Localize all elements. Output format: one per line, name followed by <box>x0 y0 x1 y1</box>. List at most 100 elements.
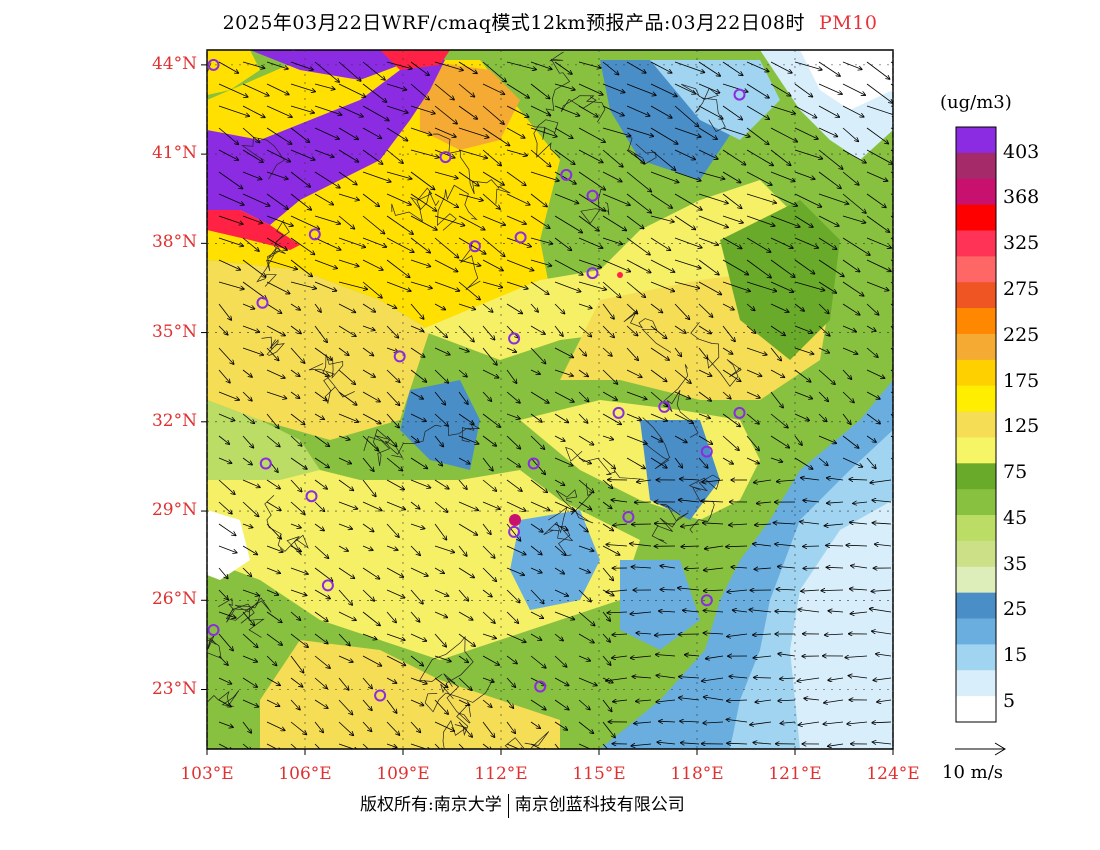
wind-arrow <box>362 721 372 731</box>
wind-arrow <box>877 700 892 702</box>
wind-arrow <box>626 193 651 213</box>
wind-arrow <box>242 193 270 206</box>
station-marker <box>374 689 387 702</box>
wind-arrow <box>458 127 489 138</box>
wind-arrow <box>866 457 876 468</box>
colorbar-swatch <box>956 592 996 620</box>
wind-arrow <box>386 743 397 748</box>
wind-arrow <box>458 171 479 186</box>
wind-arrow <box>290 567 308 574</box>
wind-arrow <box>722 215 743 223</box>
wind-arrow <box>218 545 237 553</box>
wind-arrow <box>242 369 252 377</box>
wind-arrow <box>314 237 341 250</box>
wind-arrow <box>746 347 767 355</box>
wind-arrow <box>722 281 750 291</box>
wind-arrow <box>727 719 748 723</box>
wind-arrow <box>750 721 772 725</box>
wind-arrow <box>554 105 579 116</box>
colorbar-frame <box>955 126 997 723</box>
wind-arrow <box>266 61 288 69</box>
wind-arrow <box>338 633 350 646</box>
wind-arrow <box>825 634 844 635</box>
wind-arrow <box>890 61 893 64</box>
wind-arrow <box>698 215 728 227</box>
wind-arrow <box>890 193 893 196</box>
wind-arrow <box>218 435 229 444</box>
wind-arrow <box>506 545 526 555</box>
lat-label: 29°N <box>151 500 197 521</box>
wind-arrow <box>266 655 277 665</box>
wind-arrow <box>482 699 492 707</box>
wind-arrow <box>866 215 889 232</box>
wind-arrow <box>242 677 257 687</box>
wind-arrow <box>612 634 628 635</box>
wind-arrow <box>818 413 827 421</box>
wind-arrow <box>482 611 495 623</box>
wind-arrow <box>266 347 279 360</box>
wind-arrow <box>722 61 743 75</box>
wind-arrow <box>506 171 526 185</box>
wind-arrow <box>630 612 652 614</box>
wind-arrow <box>722 413 740 427</box>
wind-arrow <box>314 545 329 558</box>
wind-arrow <box>482 325 495 340</box>
wind-arrow <box>242 281 266 299</box>
lon-label: 109°E <box>376 764 430 784</box>
wind-arrow <box>842 259 860 272</box>
colorbar-label: 325 <box>1003 232 1040 254</box>
wind-arrow <box>866 149 893 164</box>
wind-arrow <box>554 501 575 511</box>
wind-arrow <box>434 83 454 100</box>
wind-arrow <box>218 149 238 160</box>
boundary-line <box>424 678 494 713</box>
wind-arrow <box>242 633 258 647</box>
wind-arrow <box>602 347 612 356</box>
lon-label: 112°E <box>474 764 528 784</box>
wind-arrow <box>482 589 492 597</box>
wind-arrow <box>530 567 542 573</box>
wind-arrow <box>338 83 366 97</box>
wind-arrow <box>578 567 590 573</box>
wind-arrow <box>290 237 315 254</box>
wind-arrow <box>746 215 775 226</box>
wind-arrow <box>218 457 232 463</box>
station-marker <box>586 189 599 202</box>
station-marker <box>256 296 269 309</box>
wind-arrow <box>703 633 724 634</box>
wind-arrow <box>890 149 893 152</box>
wind-arrow <box>482 347 497 365</box>
wind-arrow <box>890 215 893 218</box>
wind-arrow <box>314 325 327 342</box>
wind-arrow <box>506 347 516 352</box>
wind-arrow <box>650 259 675 272</box>
wind-arrow <box>506 567 524 575</box>
wind-arrow <box>242 699 258 707</box>
wind-arrow <box>848 676 868 678</box>
wind-arrow <box>611 500 628 502</box>
wind-arrow <box>746 259 771 278</box>
wind-arrow <box>626 457 645 469</box>
wind-arrow <box>578 435 594 445</box>
wind-arrow <box>612 656 628 658</box>
wind-arrow <box>674 215 695 230</box>
wind-arrow <box>506 611 518 623</box>
wind-arrow <box>637 480 652 482</box>
wind-arrow <box>458 193 483 200</box>
wind-arrow <box>678 588 700 590</box>
wind-arrow <box>242 149 263 162</box>
wind-arrow <box>578 369 588 377</box>
wind-arrow <box>659 721 676 722</box>
wind-arrow <box>578 281 606 290</box>
wind-arrow <box>674 105 699 127</box>
wind-arrow <box>386 369 400 382</box>
wind-arrow <box>890 303 893 306</box>
wind-arrow <box>842 391 854 403</box>
wind-arrow <box>506 61 536 70</box>
wind-arrow <box>650 369 667 382</box>
wind-arrow <box>506 105 529 117</box>
wind-arrow <box>434 677 448 688</box>
wind-arrow <box>386 721 399 735</box>
wind-arrow <box>338 391 357 405</box>
wind-arrow <box>458 435 479 444</box>
